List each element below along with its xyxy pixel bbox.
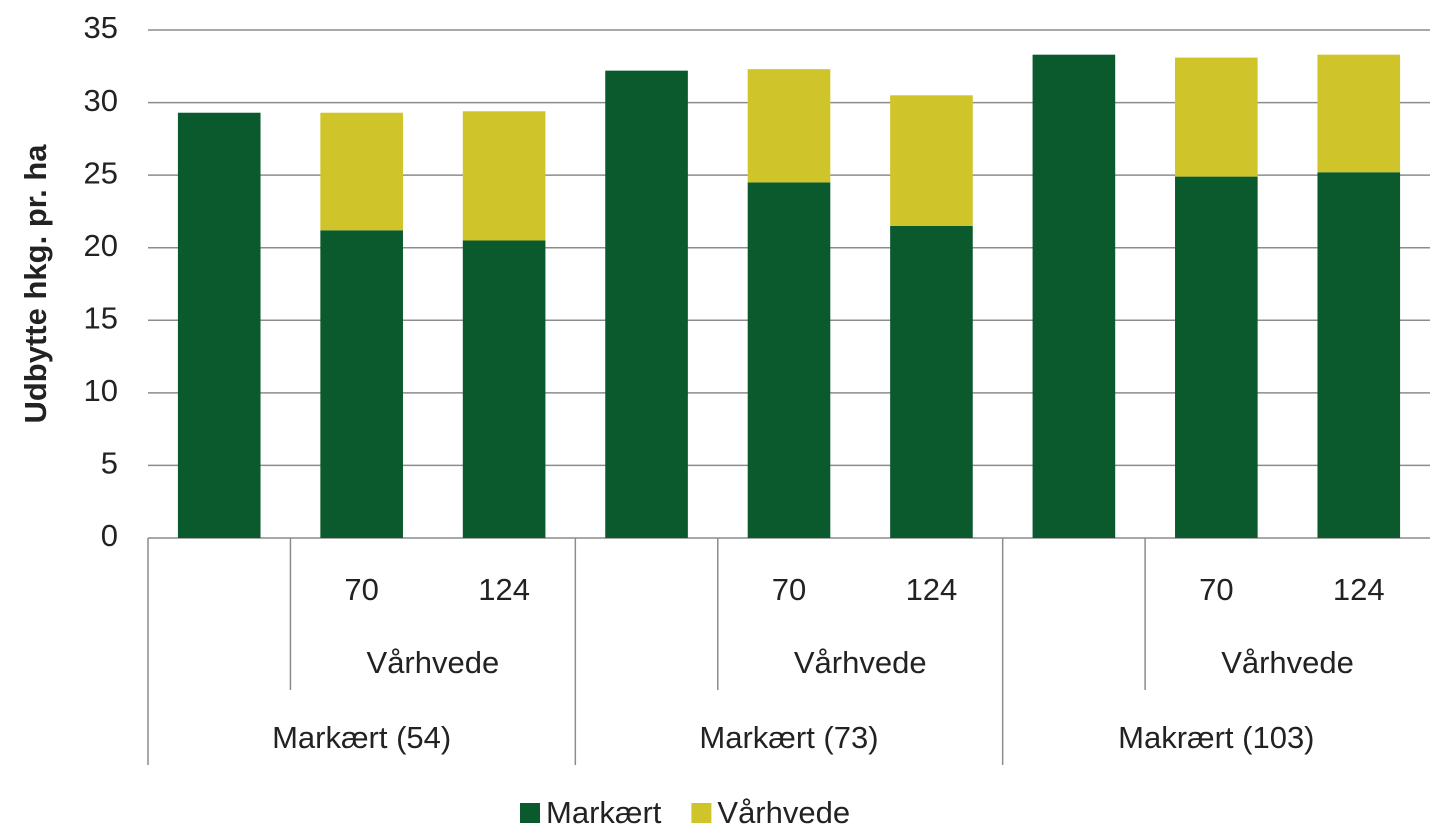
- y-tick-label: 30: [84, 83, 118, 118]
- y-tick-label: 10: [84, 373, 118, 408]
- x-tick-label: 124: [906, 572, 958, 607]
- y-tick-label: 15: [84, 300, 118, 335]
- y-tick-label: 25: [84, 155, 118, 190]
- x-tick-label: 70: [772, 572, 806, 607]
- subgroup-label: Vårhvede: [367, 645, 500, 680]
- bar-segment: [605, 70, 688, 538]
- bar-segment: [747, 69, 831, 183]
- group-label: Makrært (103): [1118, 720, 1314, 755]
- group-label: Markært (73): [699, 720, 878, 755]
- y-tick-label: 0: [101, 518, 118, 553]
- bar-segment: [462, 240, 546, 538]
- x-tick-label: 70: [344, 572, 378, 607]
- subgroup-label: Vårhvede: [1221, 645, 1354, 680]
- legend-swatch: [691, 803, 712, 823]
- bar-segment: [1175, 176, 1258, 538]
- legend-label: Markært: [546, 795, 662, 830]
- bar-segment: [320, 230, 403, 538]
- bar-segment: [1317, 172, 1401, 539]
- y-tick-label: 20: [84, 228, 118, 263]
- y-axis-label: Udbytte hkg. pr. ha: [18, 144, 53, 424]
- bar-segment: [890, 225, 973, 538]
- group-label: Markært (54): [272, 720, 451, 755]
- legend-label: Vårhvede: [717, 795, 850, 830]
- y-tick-label: 35: [84, 10, 118, 45]
- y-tick-label: 5: [101, 446, 118, 481]
- subgroup-label: Vårhvede: [794, 645, 927, 680]
- bar-segment: [320, 112, 403, 231]
- x-tick-label: 124: [1333, 572, 1385, 607]
- bar-segment: [462, 111, 546, 241]
- legend-swatch: [520, 803, 540, 823]
- bar-segment: [747, 182, 831, 538]
- bar-segment: [1175, 57, 1258, 177]
- bar-segment: [1317, 54, 1401, 173]
- bar-segment: [890, 95, 973, 226]
- bar-segment: [177, 112, 261, 538]
- x-tick-label: 70: [1199, 572, 1233, 607]
- x-tick-label: 124: [478, 572, 530, 607]
- bar-segment: [1032, 54, 1116, 538]
